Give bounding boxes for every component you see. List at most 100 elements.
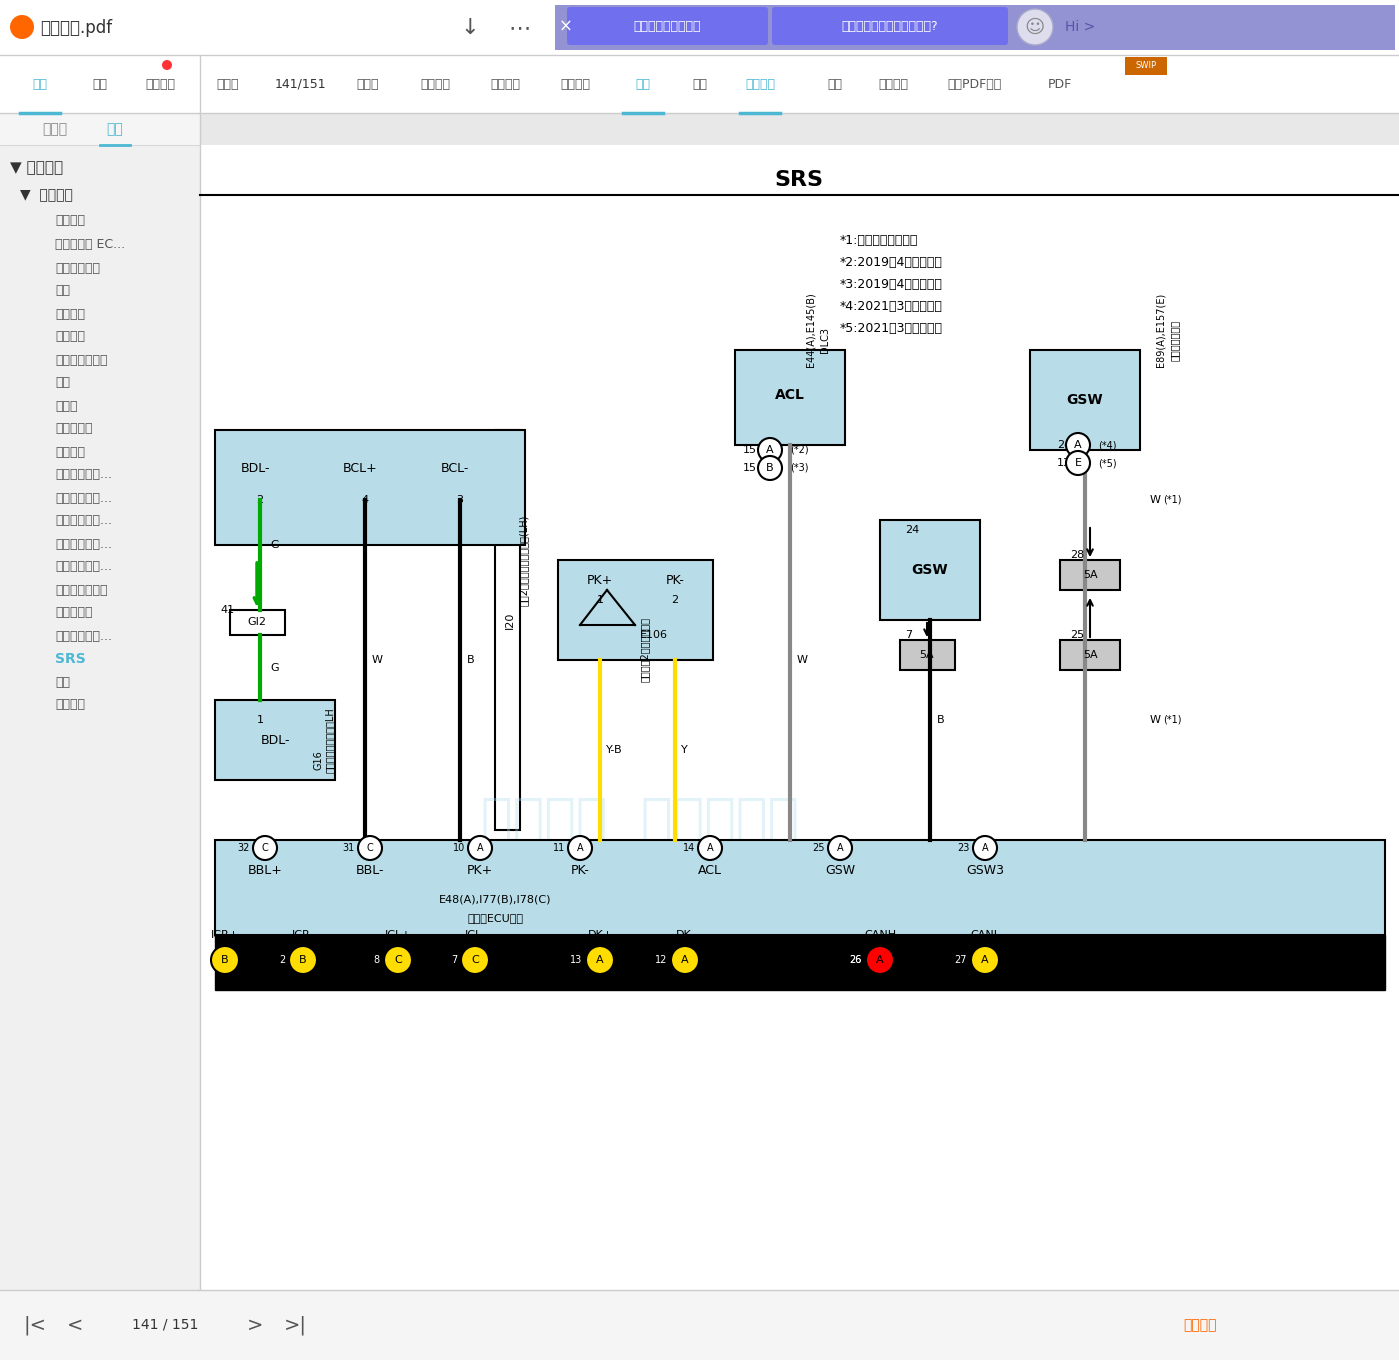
Text: *2:2019年4月之前生产: *2:2019年4月之前生产 (839, 256, 943, 268)
Text: ACL: ACL (698, 864, 722, 876)
Text: 3: 3 (456, 495, 463, 505)
Text: BDL-: BDL- (260, 733, 290, 747)
Circle shape (290, 947, 318, 974)
Circle shape (383, 947, 411, 974)
Text: E106: E106 (639, 630, 667, 641)
Text: 15: 15 (743, 462, 757, 473)
Circle shape (1066, 432, 1090, 457)
Text: 7: 7 (905, 630, 912, 641)
Text: *1:带电话收发器总成: *1:带电话收发器总成 (839, 234, 918, 246)
Text: 车辆内饰.pdf: 车辆内饰.pdf (41, 19, 112, 37)
Text: 座椅安全带警告: 座椅安全带警告 (55, 583, 108, 597)
Text: |<: |< (24, 1315, 46, 1334)
Text: 电源插座: 电源插座 (55, 446, 85, 458)
Text: C: C (262, 843, 269, 853)
Circle shape (758, 456, 782, 480)
Text: 汽修帮手  在线资料库: 汽修帮手 在线资料库 (481, 794, 799, 846)
Text: 智能进入和起...: 智能进入和起... (55, 630, 112, 642)
Circle shape (698, 836, 722, 860)
Text: BBL-: BBL- (355, 864, 385, 876)
Text: ▼ 系统电路: ▼ 系统电路 (10, 160, 63, 175)
Text: 27: 27 (954, 955, 967, 966)
Text: 打印: 打印 (92, 78, 108, 91)
Text: PK-: PK- (666, 574, 684, 586)
Text: C: C (471, 955, 478, 966)
Bar (0, 54, 1399, 113)
Text: Y: Y (681, 745, 688, 755)
Text: A: A (576, 843, 583, 853)
Text: 侧面2号空气囊传感器总成(LH): 侧面2号空气囊传感器总成(LH) (519, 514, 529, 605)
Text: A: A (596, 955, 604, 966)
Text: 汽修帮手: 汽修帮手 (1184, 1318, 1217, 1331)
Text: W: W (372, 656, 383, 665)
Text: 时钟: 时钟 (55, 284, 70, 298)
Circle shape (586, 947, 614, 974)
Text: 单页: 单页 (635, 78, 651, 91)
Text: SRS: SRS (775, 170, 824, 190)
Bar (1060, 560, 1121, 590)
Text: 电动座椅（后...: 电动座椅（后... (55, 560, 112, 574)
Text: DK+: DK+ (588, 930, 613, 940)
Text: 车内灯: 车内灯 (55, 400, 77, 412)
Text: GSW: GSW (912, 563, 949, 577)
Text: 截图识字: 截图识字 (879, 78, 908, 91)
Text: CANH: CANH (865, 930, 897, 940)
Text: PK+: PK+ (586, 574, 613, 586)
Circle shape (253, 836, 277, 860)
Text: 电动座椅（不...: 电动座椅（不... (55, 491, 112, 505)
Text: A: A (982, 843, 988, 853)
Bar (215, 840, 1385, 936)
Text: 空气囊ECU总成: 空气囊ECU总成 (467, 913, 523, 923)
Bar (555, 5, 1395, 50)
Text: C: C (395, 955, 402, 966)
Circle shape (971, 947, 999, 974)
Text: 141 / 151: 141 / 151 (132, 1318, 199, 1331)
Text: BDL-: BDL- (241, 461, 270, 475)
Text: 13: 13 (1058, 458, 1072, 468)
Text: 线上打印: 线上打印 (145, 78, 175, 91)
Text: 门锁控制: 门锁控制 (55, 330, 85, 344)
FancyBboxPatch shape (772, 7, 1009, 45)
Circle shape (828, 836, 852, 860)
Text: *3:2019年4月之后生产: *3:2019年4月之后生产 (839, 277, 943, 291)
Text: ⋯: ⋯ (509, 18, 532, 38)
Text: Y-B: Y-B (606, 745, 623, 755)
Bar (0, 0, 1399, 54)
Text: 座椅温度控制: 座椅温度控制 (55, 261, 99, 275)
Text: ICL+: ICL+ (385, 930, 411, 940)
Text: A: A (1074, 441, 1081, 450)
Circle shape (972, 836, 997, 860)
Text: 缩略图: 缩略图 (42, 122, 67, 136)
Text: (*3): (*3) (790, 462, 809, 473)
Bar (215, 700, 334, 781)
Text: 目录: 目录 (32, 78, 48, 91)
Text: 11: 11 (553, 843, 565, 853)
Bar (1060, 641, 1121, 670)
Text: B: B (767, 462, 774, 473)
Text: (*5): (*5) (1098, 458, 1116, 468)
Text: A: A (876, 955, 884, 966)
Circle shape (469, 836, 492, 860)
Text: ☺: ☺ (1025, 18, 1045, 37)
Text: DK-: DK- (676, 930, 694, 940)
Text: 自动空调: 自动空调 (55, 214, 85, 227)
Text: 24: 24 (1056, 441, 1072, 450)
Text: 组合仪表: 组合仪表 (55, 307, 85, 321)
Text: 14: 14 (683, 843, 695, 853)
Circle shape (358, 836, 382, 860)
Text: SRS: SRS (55, 651, 85, 666)
Text: 26: 26 (849, 955, 862, 966)
Text: 5A: 5A (1083, 650, 1097, 660)
Text: 10: 10 (453, 843, 464, 853)
Text: *5:2021年3月之后生产: *5:2021年3月之后生产 (839, 321, 943, 335)
Text: 防盗: 防盗 (55, 676, 70, 688)
Circle shape (758, 438, 782, 462)
Circle shape (866, 947, 894, 974)
Text: 4: 4 (361, 495, 368, 505)
Text: ↓: ↓ (460, 18, 480, 38)
Text: C: C (367, 843, 374, 853)
Text: 25: 25 (813, 843, 825, 853)
Text: A: A (477, 843, 483, 853)
Bar (880, 520, 981, 620)
Text: 168/年  每周更新车: 168/年 每周更新车 (429, 845, 771, 896)
